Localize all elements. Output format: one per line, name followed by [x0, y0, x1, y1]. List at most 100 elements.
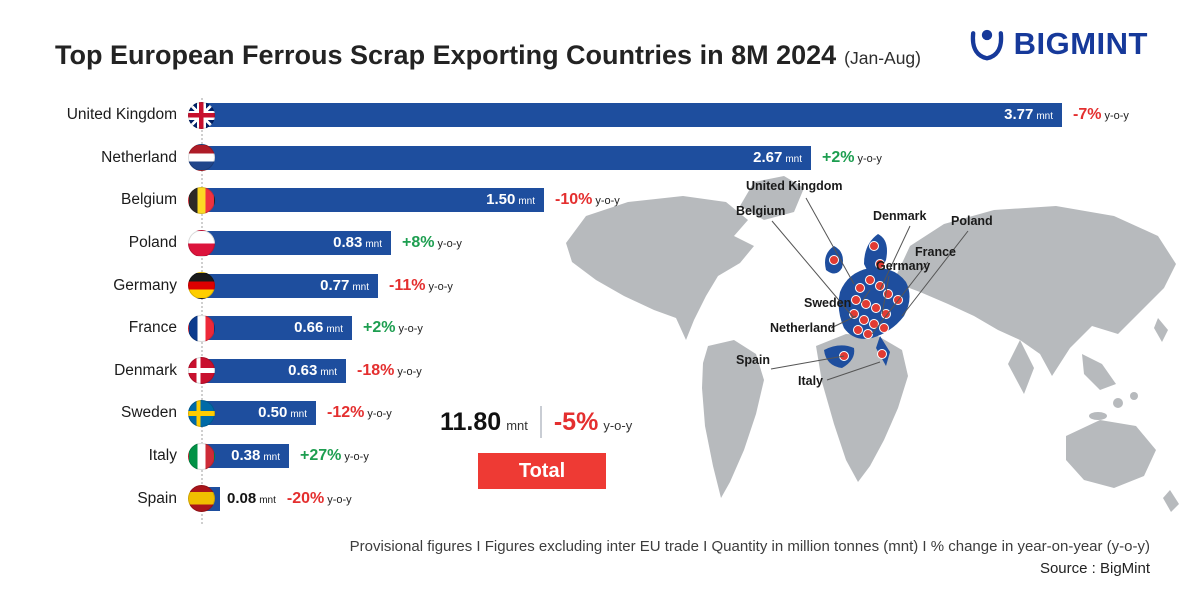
page-title: Top European Ferrous Scrap Exporting Cou… — [55, 40, 837, 70]
chart-axis-line — [201, 98, 203, 524]
map-island — [1089, 412, 1107, 420]
country-label: Sweden — [120, 404, 177, 422]
map-country-label: Denmark — [873, 209, 927, 223]
bar: 0.38 mnt — [202, 444, 289, 469]
map-marker-dot — [881, 309, 891, 319]
map-australia — [1066, 420, 1156, 488]
yoy-change: +8% y-o-y — [402, 234, 462, 252]
country-flag-icon — [188, 442, 215, 470]
yoy-change: -20% y-o-y — [286, 489, 352, 507]
bar-row: France 0.66 mnt +2% y-o-y — [55, 307, 1150, 350]
map-country-label: Sweden — [804, 296, 851, 310]
map-label-layer: United Kingdom Belgium Denmark Poland France… — [736, 179, 993, 388]
yoy-change: +2% y-o-y — [822, 148, 882, 166]
total-divider — [539, 406, 542, 438]
bar: 0.83 mnt — [202, 231, 391, 256]
bar: 2.67 mnt — [202, 145, 811, 170]
map-leader-line — [771, 220, 855, 319]
map-marker-dot — [863, 329, 873, 339]
bar-row: Poland 0.83 mnt +8% y-o-y — [55, 222, 1150, 265]
page-header: Top European Ferrous Scrap Exporting Cou… — [55, 40, 921, 71]
country-flag-icon — [188, 399, 215, 427]
world-map: United Kingdom Belgium Denmark Poland France… — [558, 168, 1190, 540]
bar-chart-rows: United Kingdom 3.77 mnt -7% y-o-y Netherla… — [55, 94, 1150, 520]
map-leader-line — [826, 361, 881, 381]
bar-value: 3.77 mnt — [1004, 106, 1053, 124]
country-flag-icon — [188, 485, 215, 513]
bar-area: 0.83 mnt +8% y-o-y — [202, 231, 1150, 256]
map-country-label: Italy — [798, 374, 823, 388]
map-country-label: France — [915, 245, 956, 259]
bar: 0.50 mnt — [202, 401, 316, 426]
country-label: Spain — [137, 489, 177, 507]
bar-value: 0.66 mnt — [294, 319, 343, 337]
bar-chart: United Kingdom 3.77 mnt -7% y-o-y Netherla… — [55, 94, 1150, 524]
map-south-america — [702, 340, 764, 498]
bar: 0.66 mnt — [202, 316, 352, 341]
bar-value: 1.50 mnt — [486, 191, 535, 209]
map-marker-dot — [849, 309, 859, 319]
bar-area: 3.77 mnt -7% y-o-y — [202, 103, 1150, 128]
total-value: 11.80 — [440, 407, 502, 436]
map-leader-line — [881, 275, 890, 315]
map-country-label: Netherland — [770, 321, 835, 335]
bar-value: 0.50 mnt — [258, 404, 307, 422]
map-country-label: Belgium — [736, 204, 785, 218]
map-marker-dot — [855, 283, 865, 293]
map-leader-line — [860, 289, 871, 304]
map-island — [1130, 392, 1138, 400]
bar-row: United Kingdom 3.77 mnt -7% y-o-y — [55, 94, 1150, 137]
country-label: United Kingdom — [66, 106, 177, 124]
map-japan — [1154, 318, 1168, 342]
country-flag-icon — [188, 229, 215, 257]
country-flag-icon — [188, 272, 215, 300]
bar-area: 0.50 mnt -12% y-o-y — [202, 401, 1150, 426]
map-north-america — [566, 196, 754, 340]
map-country-label: United Kingdom — [746, 179, 843, 193]
total-yoy-label: y-o-y — [603, 417, 633, 433]
bar-value: 0.38 mnt — [231, 447, 280, 465]
map-marker-dot — [875, 259, 885, 269]
country-flag-icon — [188, 314, 215, 342]
brand-logo: BIGMINT — [968, 26, 1148, 62]
map-marker-dot — [851, 295, 861, 305]
map-country-label: Germany — [876, 259, 930, 273]
map-island — [1113, 398, 1123, 408]
bar: 0.63 mnt — [202, 358, 346, 383]
bar-row: Denmark 0.63 mnt -18% y-o-y — [55, 350, 1150, 393]
yoy-change: +2% y-o-y — [363, 319, 423, 337]
bar-area: 0.63 mnt -18% y-o-y — [202, 358, 1150, 383]
map-leader-line — [871, 261, 929, 335]
map-marker-dot — [829, 255, 839, 265]
total-change: -5% — [553, 407, 599, 436]
page-subtitle: (Jan-Aug) — [844, 48, 921, 68]
bar: 3.77 mnt — [202, 103, 1062, 128]
map-africa — [816, 334, 908, 482]
country-flag-icon — [188, 144, 215, 172]
yoy-change: -10% y-o-y — [555, 191, 620, 209]
bar-value: 0.77 mnt — [320, 276, 369, 294]
bar-row: Netherland 2.67 mnt +2% y-o-y — [55, 137, 1150, 180]
footnotes: Provisional figures I Figures excluding … — [349, 538, 1150, 555]
country-flag-icon — [188, 101, 215, 129]
total-line: 11.80 mnt -5% y-o-y — [440, 406, 632, 438]
bar-area: 0.38 mnt +27% y-o-y — [202, 444, 1150, 469]
map-new-zealand — [1163, 490, 1179, 512]
yoy-change: -18% y-o-y — [357, 361, 422, 379]
bar: 1.50 mnt — [202, 188, 544, 213]
country-flag-icon — [188, 357, 215, 385]
country-label: Poland — [128, 234, 177, 252]
bar-area: 0.66 mnt +2% y-o-y — [202, 316, 1150, 341]
brand-name: BIGMINT — [1013, 26, 1148, 61]
map-marker-dot — [865, 275, 875, 285]
bar-row: Italy 0.38 mnt +27% y-o-y — [55, 435, 1150, 478]
map-leader-line — [805, 197, 855, 285]
bar-area: 1.50 mnt -10% y-o-y — [202, 188, 1150, 213]
total-block: 11.80 mnt -5% y-o-y Total — [440, 406, 632, 489]
yoy-change: +27% y-o-y — [300, 447, 369, 465]
map-greenland — [740, 176, 804, 220]
map-marker-dot — [861, 299, 871, 309]
map-marker-dot — [875, 281, 885, 291]
map-marker-dot — [879, 323, 889, 333]
map-marker-dot — [853, 325, 863, 335]
